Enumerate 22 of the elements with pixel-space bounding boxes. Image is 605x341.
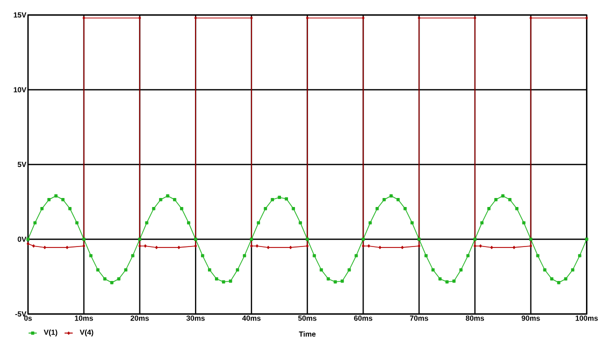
point [194,16,197,20]
point [82,244,86,248]
point [178,246,180,250]
point [250,16,253,20]
point [194,244,197,248]
point [418,16,420,20]
point [512,246,516,250]
point [155,246,158,250]
point [306,244,309,248]
point [479,244,482,248]
point [418,244,420,248]
point [378,246,382,250]
point [474,244,476,248]
point [250,244,253,248]
point [474,16,476,20]
point [32,244,35,248]
point [66,246,68,250]
point [306,16,309,20]
point [256,244,258,248]
point [362,16,365,20]
point [289,246,292,250]
point [82,16,86,20]
